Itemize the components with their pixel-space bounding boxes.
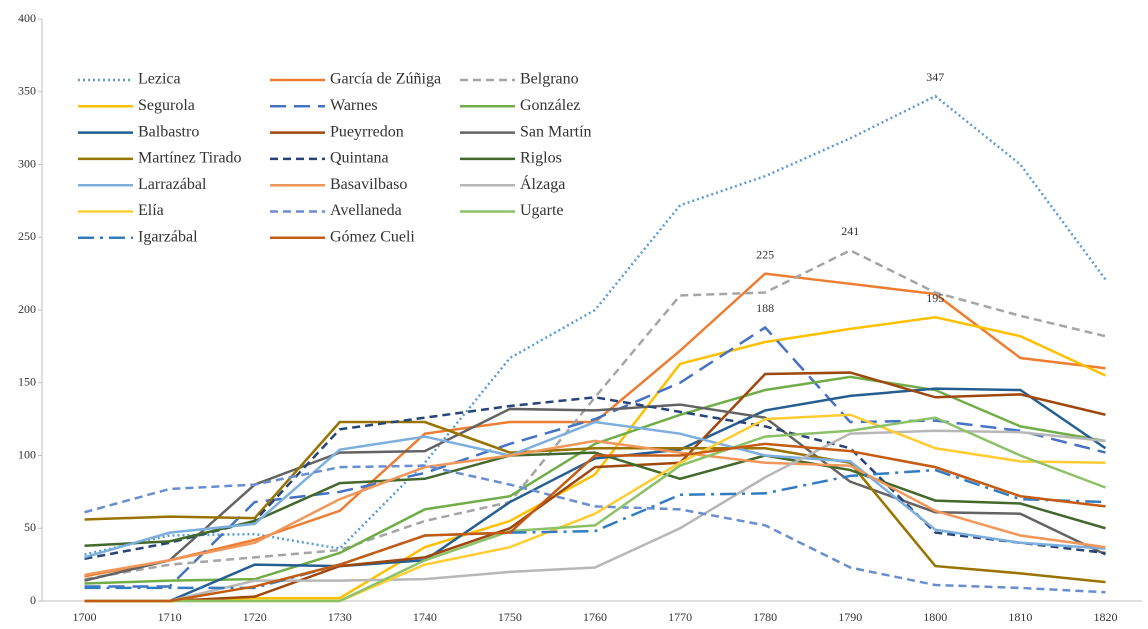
- x-tick-label: 1730: [328, 610, 352, 624]
- series-line: [84, 468, 1106, 590]
- legend-label: Riglos: [520, 150, 562, 167]
- legend-label: Larrazábal: [138, 176, 207, 193]
- x-tick-label: 1750: [498, 610, 522, 624]
- legend-label: Quintana: [330, 150, 389, 167]
- y-tick-label: 300: [18, 156, 36, 170]
- series-line: [84, 416, 1106, 603]
- x-tick-label: 1790: [838, 610, 862, 624]
- legend-label: Gómez Cueli: [330, 228, 415, 245]
- legend-label: González: [520, 97, 580, 114]
- series-line: [84, 464, 1106, 594]
- series-line: [84, 325, 1106, 588]
- series-line: [84, 94, 1107, 556]
- series-line: [84, 371, 1106, 603]
- legend-label: Elía: [138, 202, 164, 219]
- legend-label: Basavilbaso: [330, 176, 407, 193]
- x-tick-label: 1760: [583, 610, 607, 624]
- legend-label: Balbastro: [138, 123, 199, 140]
- series-line: [84, 420, 1106, 559]
- legend-label: Avellaneda: [330, 202, 402, 219]
- value-label: 241: [841, 224, 859, 238]
- series-line: [84, 429, 1106, 603]
- series-line: [84, 248, 1106, 581]
- value-label: 225: [756, 247, 774, 261]
- value-label: 195: [926, 291, 944, 305]
- y-tick-label: 200: [18, 302, 36, 316]
- value-label: 347: [926, 70, 944, 84]
- legend-label: Warnes: [330, 97, 378, 114]
- series-line: [84, 375, 1106, 585]
- series-line: [84, 451, 1106, 547]
- series-line: [84, 420, 1106, 584]
- x-tick-label: 1780: [753, 610, 777, 624]
- legend-label: García de Zúñiga: [330, 71, 441, 88]
- x-tick-label: 1800: [923, 610, 947, 624]
- y-tick-label: 50: [24, 520, 36, 534]
- value-label: 188: [756, 301, 774, 315]
- y-tick-label: 0: [30, 593, 36, 607]
- y-tick-label: 100: [18, 447, 36, 461]
- series-line: [84, 316, 1106, 603]
- x-tick-label: 1810: [1008, 610, 1032, 624]
- legend-label: Igarzábal: [138, 228, 198, 245]
- series-line: [84, 387, 1107, 603]
- y-tick-label: 350: [18, 84, 36, 98]
- y-tick-label: 250: [18, 229, 36, 243]
- x-tick-label: 1740: [413, 610, 437, 624]
- legend-label: Ugarte: [520, 202, 564, 219]
- x-tick-label: 1770: [668, 610, 692, 624]
- legend-label: Lezica: [138, 71, 181, 88]
- legend-label: Segurola: [138, 97, 195, 114]
- legend-label: Belgrano: [520, 71, 579, 88]
- legend-label: Martínez Tirado: [138, 150, 242, 167]
- legend-label: Pueyrredon: [330, 123, 404, 140]
- series-line: [84, 439, 1106, 577]
- y-tick-label: 150: [18, 375, 36, 389]
- x-tick-label: 1710: [158, 610, 182, 624]
- x-tick-label: 1820: [1093, 610, 1117, 624]
- legend-label: Álzaga: [520, 174, 565, 193]
- series-line: [84, 442, 1106, 603]
- y-tick-label: 400: [18, 11, 36, 25]
- x-tick-label: 1720: [243, 610, 267, 624]
- legend-label: San Martín: [520, 123, 592, 140]
- x-tick-label: 1700: [73, 610, 97, 624]
